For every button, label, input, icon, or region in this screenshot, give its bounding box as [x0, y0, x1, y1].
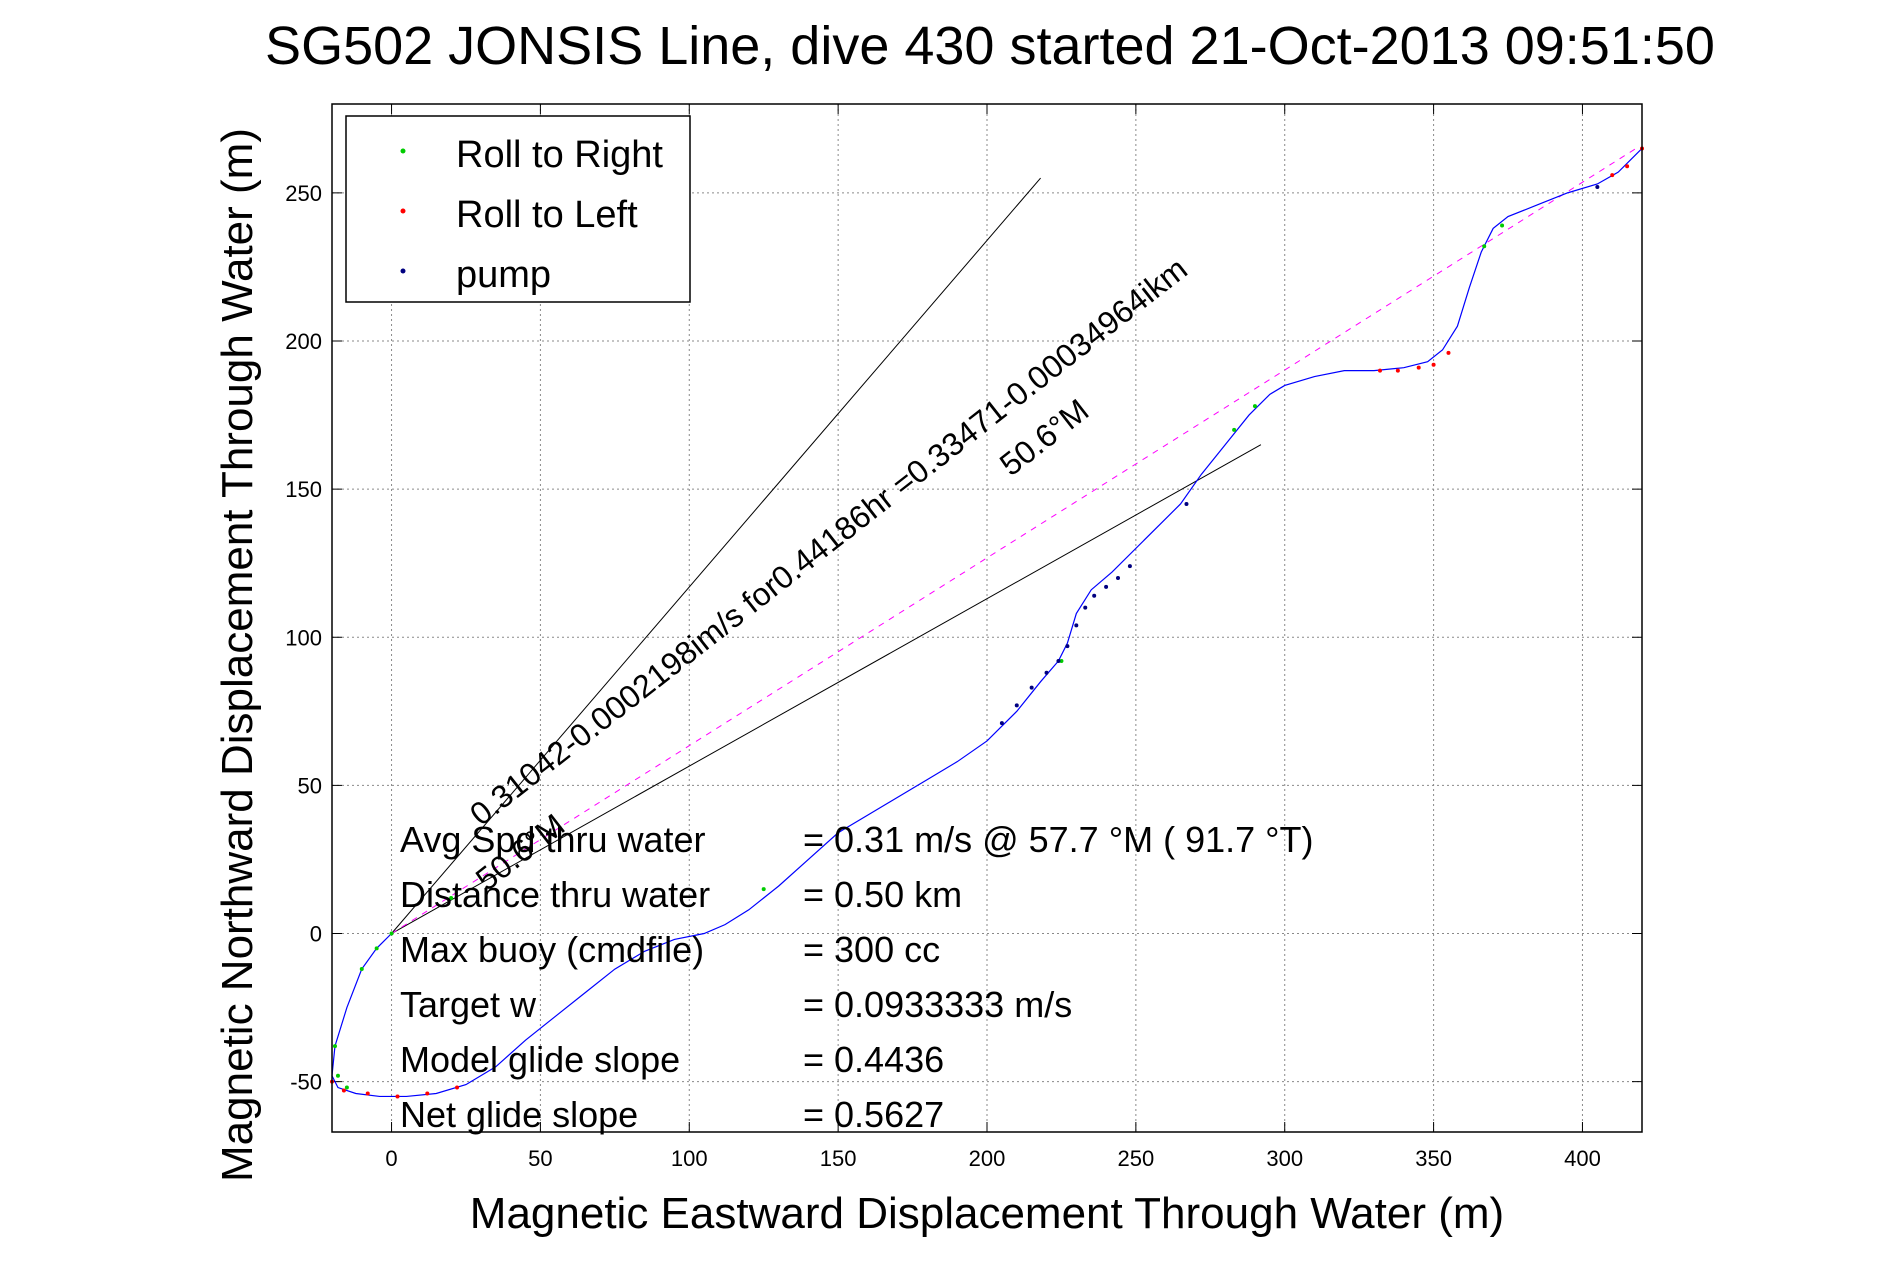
x-tick-label: 100 — [671, 1146, 708, 1171]
stat-value: = 0.0933333 m/s — [803, 984, 1072, 1025]
pump-point — [1116, 576, 1120, 581]
roll-right-point — [1059, 658, 1064, 663]
x-tick-label: 200 — [969, 1146, 1006, 1171]
stat-value: = 0.4436 — [803, 1039, 944, 1080]
legend-marker — [400, 208, 406, 214]
heading-line — [391, 148, 1637, 934]
stat-label: Net glide slope — [400, 1094, 638, 1135]
pump-point — [1092, 593, 1097, 598]
y-tick-label: 0 — [310, 922, 322, 947]
pump-point — [1127, 564, 1132, 569]
annotations: 0.31042-0.0002198im/s for0.44186hr =0.33… — [463, 250, 1194, 897]
roll-left-point — [341, 1088, 346, 1093]
x-tick-label: 50 — [528, 1146, 552, 1171]
stat-value: = 0.31 m/s @ 57.7 °M ( 91.7 °T) — [803, 819, 1314, 860]
pump-point — [999, 721, 1004, 726]
roll-right-point — [389, 931, 394, 936]
pump-point — [1065, 644, 1070, 649]
y-axis-label: Magnetic Northward Displacement Through … — [213, 128, 262, 1182]
roll-left-point — [395, 1094, 400, 1099]
roll-left-point — [1625, 164, 1630, 169]
roll-left-point — [1378, 368, 1382, 373]
pump-point — [1056, 658, 1061, 663]
heading-line — [391, 177, 1041, 934]
x-tick-label: 350 — [1415, 1146, 1452, 1171]
roll-left-point — [1395, 368, 1400, 373]
plot-area-frame — [331, 103, 1643, 1133]
pump-point — [1014, 703, 1019, 708]
legend: Roll to Right Roll to Left pump — [345, 115, 691, 303]
stat-label: Model glide slope — [400, 1039, 680, 1080]
stat-value: = 0.50 km — [803, 874, 962, 915]
roll-left-point — [1431, 362, 1436, 367]
x-tick-label: 250 — [1118, 1146, 1155, 1171]
roll-left-point — [1416, 365, 1421, 370]
pump-point — [1029, 685, 1034, 690]
pump-point — [1184, 501, 1189, 506]
stat-label: Max buoy (cmdfile) — [400, 929, 704, 970]
roll-right-point — [449, 895, 454, 900]
roll-right-point — [1252, 404, 1257, 409]
legend-entry: Roll to Left — [456, 194, 638, 236]
grid — [332, 104, 1642, 1132]
track-series — [331, 148, 1643, 1098]
legend-marker — [400, 148, 406, 154]
stat-label: Avg Spd thru water — [400, 819, 706, 860]
heading-line — [391, 444, 1262, 934]
track-markers — [330, 146, 1644, 1099]
roll-right-point — [344, 1085, 349, 1090]
y-tick-label: 200 — [285, 329, 322, 354]
legend-marker — [400, 268, 406, 274]
y-tick-label: 50 — [298, 773, 322, 798]
roll-left-point — [455, 1085, 460, 1090]
roll-left-point — [1446, 350, 1451, 355]
x-axis-ticks: 0 50 100 150 200 250 300 350 400 — [385, 104, 1601, 1171]
y-tick-label: 250 — [285, 181, 322, 206]
roll-left-point — [425, 1091, 430, 1096]
dive-stats: Avg Spd thru water = 0.31 m/s @ 57.7 °M (… — [400, 819, 1314, 1135]
y-tick-label: -50 — [290, 1070, 322, 1095]
roll-left-point — [365, 1091, 370, 1096]
roll-right-point — [359, 967, 364, 972]
stat-value: = 0.5627 — [803, 1094, 944, 1135]
pump-point — [1074, 623, 1079, 628]
pump-point — [1595, 184, 1600, 189]
stat-label: Target w — [400, 984, 537, 1025]
stat-label: Distance thru water — [400, 874, 710, 915]
roll-right-point — [335, 1073, 340, 1078]
x-tick-label: 300 — [1266, 1146, 1303, 1171]
roll-right-point — [374, 946, 379, 951]
roll-right-point — [332, 1044, 337, 1049]
legend-entry: Roll to Right — [456, 134, 663, 176]
x-tick-label: 0 — [385, 1146, 397, 1171]
roll-right-point — [1500, 223, 1505, 228]
heading-guide-lines — [391, 148, 1637, 934]
stat-value: = 300 cc — [803, 929, 940, 970]
chart-title: SG502 JONSIS Line, dive 430 started 21-O… — [265, 16, 1715, 76]
pump-point — [1083, 605, 1088, 610]
pump-point — [1044, 670, 1049, 675]
track-line — [331, 148, 1643, 1098]
roll-right-point — [1482, 244, 1487, 249]
x-tick-label: 400 — [1564, 1146, 1601, 1171]
x-tick-label: 150 — [820, 1146, 857, 1171]
heading-annotation: 0.31042-0.0002198im/s for0.44186hr =0.33… — [463, 250, 1194, 832]
y-axis-ticks: -50 0 50 100 150 200 250 — [285, 181, 1642, 1095]
roll-right-point — [1232, 427, 1237, 432]
y-tick-label: 150 — [285, 477, 322, 502]
legend-entry: pump — [456, 254, 551, 296]
pump-point — [1104, 584, 1109, 589]
roll-left-point — [1610, 173, 1615, 178]
roll-right-point — [761, 887, 766, 892]
x-axis-label: Magnetic Eastward Displacement Through W… — [470, 1189, 1504, 1238]
y-tick-label: 100 — [285, 625, 322, 650]
